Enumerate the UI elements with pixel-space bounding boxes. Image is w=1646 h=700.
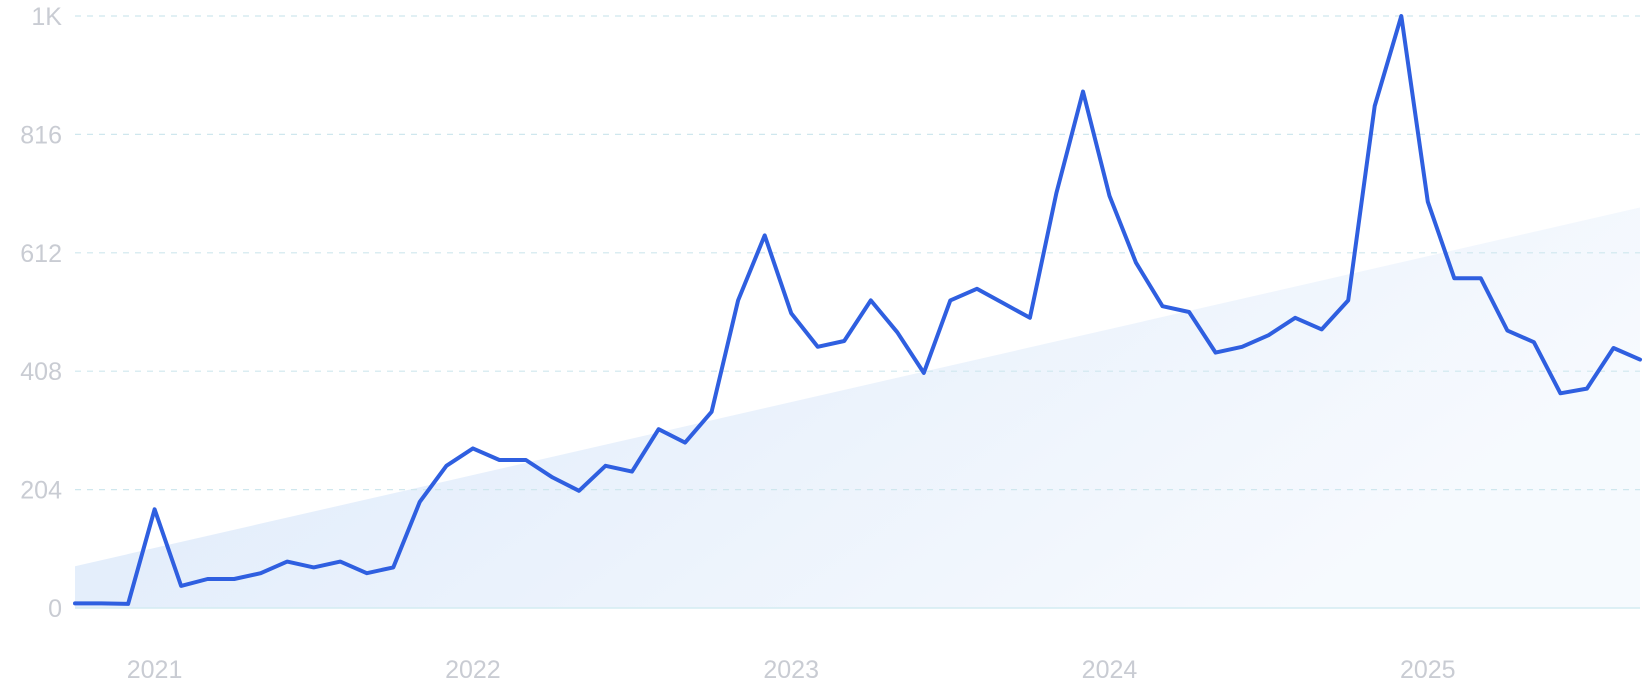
y-tick-label: 204 xyxy=(20,477,62,505)
y-tick-label: 0 xyxy=(48,595,62,623)
x-tick-label: 2025 xyxy=(1400,656,1456,684)
series-line xyxy=(73,14,1642,606)
x-tick-label: 2024 xyxy=(1082,656,1138,684)
x-tick-label: 2022 xyxy=(445,656,501,684)
y-tick-label: 1K xyxy=(31,3,62,31)
y-tick-label: 408 xyxy=(20,358,62,386)
trend-area xyxy=(75,207,1640,608)
x-tick-label: 2023 xyxy=(763,656,819,684)
y-tick-label: 816 xyxy=(20,121,62,149)
x-tick-label: 2021 xyxy=(127,656,183,684)
y-tick-label: 612 xyxy=(20,240,62,268)
